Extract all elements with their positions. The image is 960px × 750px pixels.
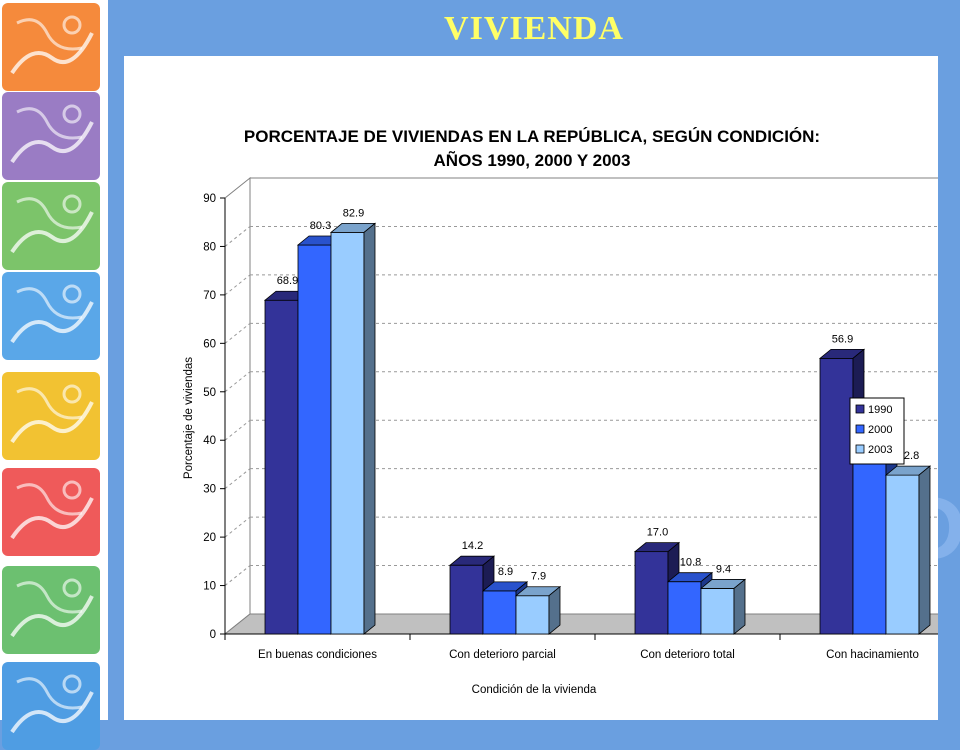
x-category-label: En buenas condiciones: [258, 649, 377, 661]
decorative-tile: [2, 468, 100, 556]
chart-title-line-1: PORCENTAJE DE VIVIENDAS EN LA REPÚBLICA,…: [244, 127, 820, 146]
bar-2003-front: [330, 231, 365, 635]
bar-2003-side: [918, 465, 931, 635]
data-label: 14.2: [462, 540, 483, 552]
gridline-side: [224, 322, 251, 344]
legend-swatch-2000: [855, 424, 865, 434]
data-label: 56.9: [832, 333, 853, 345]
left-decorative-strip: [0, 0, 108, 750]
bar-2003-front: [700, 588, 735, 635]
decorative-tile: [2, 272, 100, 360]
gridline-side: [224, 419, 251, 441]
data-label: 80.3: [310, 220, 331, 232]
gridline-side: [224, 468, 251, 490]
y-tick-label: 40: [203, 435, 216, 447]
child-face-icon: [10, 284, 94, 344]
slide-title: VIVIENDA: [444, 10, 624, 47]
legend-label: 2000: [868, 424, 892, 436]
bar-2003-front: [515, 595, 550, 635]
bar-1990-front: [449, 564, 484, 635]
data-label: 8.9: [498, 566, 513, 578]
y-axis-title: Porcentaje de viviendas: [183, 357, 195, 479]
data-label: 7.9: [531, 571, 546, 583]
hand-text-icon: [10, 480, 94, 540]
bar-2003-side: [363, 222, 376, 635]
gridline-side: [224, 274, 251, 296]
child-drawing-icon: [10, 578, 94, 638]
gridline-side: [224, 371, 251, 393]
legend-label: 2003: [868, 444, 892, 456]
pencil-hand-icon: [10, 104, 94, 164]
bar-2000-front: [852, 450, 887, 635]
gridline-side: [224, 516, 251, 538]
x-axis-title: Condición de la vivienda: [472, 684, 597, 696]
decorative-tile: [2, 662, 100, 750]
bar-1990-front: [264, 299, 299, 635]
data-label: 10.8: [680, 557, 701, 569]
chart-side-wall: [224, 176, 251, 636]
data-label: 82.9: [343, 207, 364, 219]
bar-2003-side: [733, 578, 746, 635]
bar-1990-front: [819, 357, 854, 635]
bar-2000-front: [297, 244, 332, 635]
bar-chart: PORCENTAJE DE VIVIENDAS EN LA REPÚBLICA,…: [183, 127, 938, 696]
y-tick-label: 30: [203, 484, 216, 496]
gridline-side: [224, 226, 251, 247]
y-tick-label: 80: [203, 241, 216, 253]
hand-drawing-icon: [10, 384, 94, 444]
y-tick-label: 10: [203, 581, 216, 593]
chart-title-line-2: AÑOS 1990, 2000 Y 2003: [434, 150, 631, 170]
decorative-tile: [2, 3, 100, 91]
decorative-tile: [2, 566, 100, 654]
bar-2000-front: [667, 581, 702, 635]
bar-2000-front: [482, 590, 517, 635]
y-tick-label: 90: [203, 193, 216, 205]
decorative-tile: [2, 92, 100, 180]
decorative-tile: [2, 182, 100, 270]
house-drawing-icon: [10, 15, 94, 75]
y-tick-label: 0: [210, 629, 216, 641]
y-tick-label: 20: [203, 532, 216, 544]
bar-2003-side: [548, 585, 561, 635]
data-label: 68.9: [277, 275, 298, 287]
x-category-label: Con hacinamiento: [826, 649, 919, 661]
x-category-label: Con deterioro parcial: [449, 649, 556, 661]
x-category-label: Con deterioro total: [640, 649, 735, 661]
data-label: 9.4: [716, 563, 731, 575]
data-label: 17.0: [647, 527, 668, 539]
legend-swatch-2003: [855, 444, 865, 454]
hands-icon: [10, 194, 94, 254]
bar-2003-front: [885, 474, 920, 635]
hands-icon: [10, 674, 94, 734]
gridline-side: [224, 565, 251, 586]
bar-1990-front: [634, 551, 669, 635]
y-tick-label: 60: [203, 338, 216, 350]
y-tick-label: 70: [203, 290, 216, 302]
legend-swatch-1990: [855, 404, 865, 414]
y-tick-label: 50: [203, 387, 216, 399]
chart-panel: PORCENTAJE DE VIVIENDAS EN LA REPÚBLICA,…: [124, 56, 938, 720]
legend-label: 1990: [868, 404, 892, 416]
decorative-tile: [2, 372, 100, 460]
